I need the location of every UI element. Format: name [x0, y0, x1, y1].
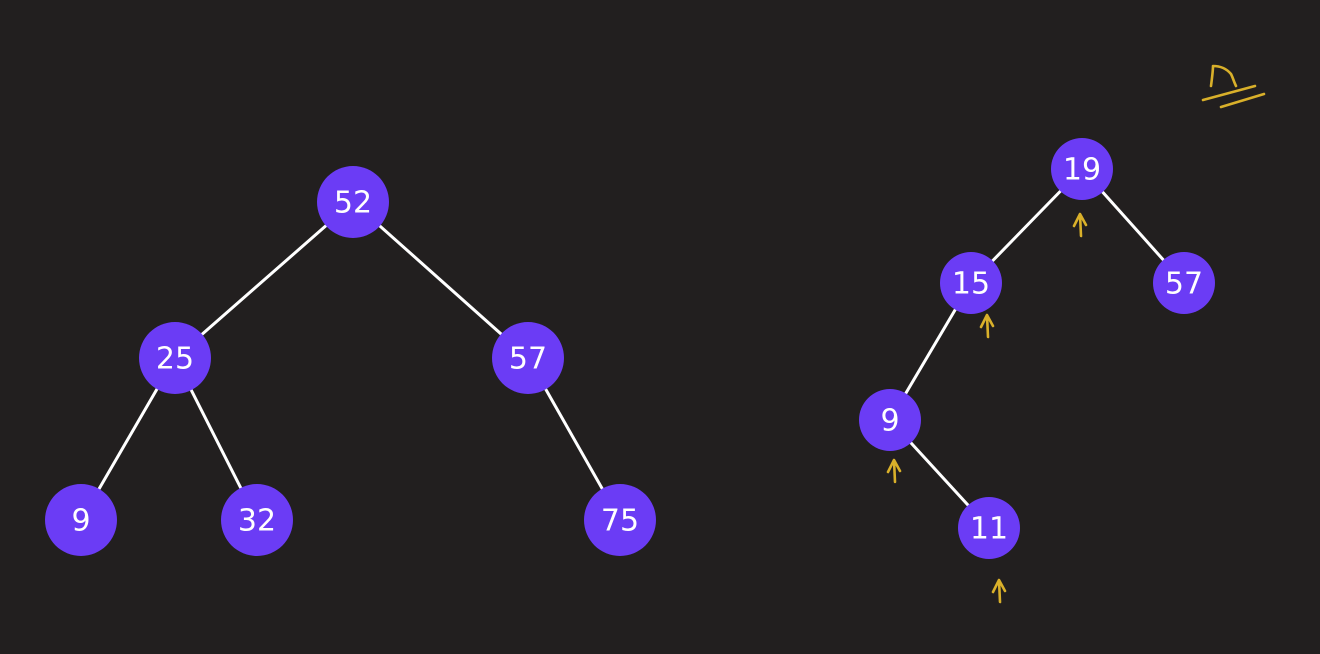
left-tree-node-57: 57: [492, 322, 564, 394]
node-label: 57: [1165, 267, 1203, 302]
right-tree-node-9: 9: [859, 389, 921, 451]
node-label: 15: [952, 267, 990, 302]
node-circle: [317, 166, 389, 238]
node-circle: [584, 484, 656, 556]
node-label: 25: [156, 342, 194, 377]
right-tree-node-19: 19: [1051, 138, 1113, 200]
node-circle: [958, 497, 1020, 559]
right-tree-node-11: 11: [958, 497, 1020, 559]
node-circle: [139, 322, 211, 394]
node-circle: [1153, 252, 1215, 314]
handwritten-n-annotation: [1201, 64, 1266, 109]
node-circle: [221, 484, 293, 556]
node-circle: [492, 322, 564, 394]
tree-edges: [79, 167, 1186, 530]
up-arrow-icon: [991, 578, 1007, 604]
tree-nodes: 52 25 57 9 32 75 19 15 57 9 11: [45, 138, 1215, 559]
node-label: 57: [509, 342, 547, 377]
left-tree-edge-L52-L57: [351, 200, 530, 360]
node-label: 32: [238, 504, 276, 539]
node-label: 52: [334, 186, 372, 221]
left-tree-edge-L52-L25: [173, 200, 355, 360]
right-tree-node-15: 15: [940, 252, 1002, 314]
up-arrow-icon: [886, 458, 902, 484]
node-circle: [859, 389, 921, 451]
right-tree-node-57: 57: [1153, 252, 1215, 314]
arrow-annotations: [886, 212, 1088, 604]
node-circle: [940, 252, 1002, 314]
left-tree-node-52: 52: [317, 166, 389, 238]
node-circle: [45, 484, 117, 556]
node-circle: [1051, 138, 1113, 200]
left-tree-node-75: 75: [584, 484, 656, 556]
node-label: 9: [71, 504, 90, 539]
up-arrow-icon: [979, 313, 995, 339]
left-tree-node-25: 25: [139, 322, 211, 394]
node-label: 9: [880, 404, 899, 439]
node-label: 75: [601, 504, 639, 539]
left-tree-node-32: 32: [221, 484, 293, 556]
node-label: 19: [1063, 153, 1101, 188]
up-arrow-icon: [1072, 212, 1088, 238]
node-label: 11: [970, 512, 1008, 547]
left-tree-node-9: 9: [45, 484, 117, 556]
